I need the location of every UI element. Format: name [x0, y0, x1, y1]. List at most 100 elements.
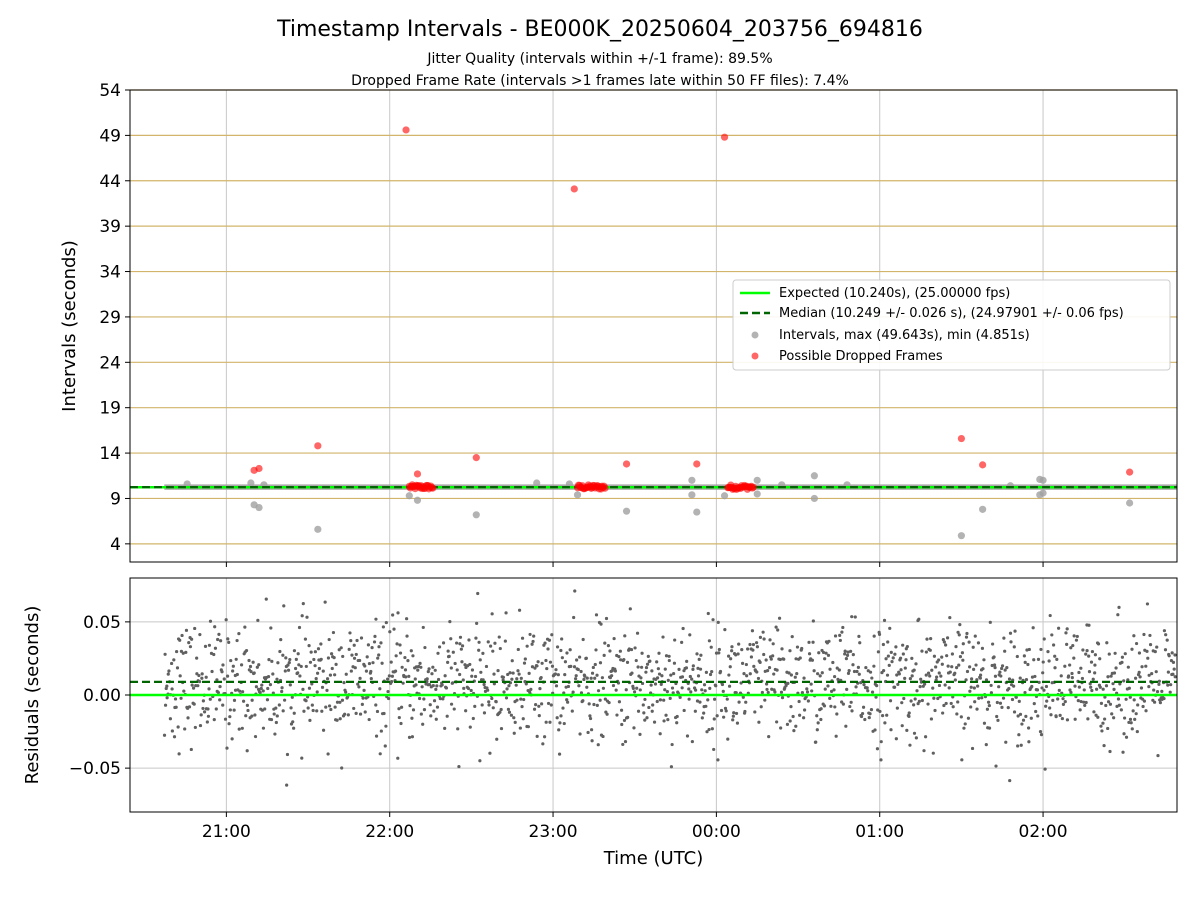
residual-point — [1068, 663, 1072, 667]
residual-point — [1109, 674, 1113, 678]
residual-point — [920, 698, 924, 703]
residual-point — [178, 638, 182, 642]
residual-point — [457, 764, 461, 769]
residual-point — [1160, 689, 1164, 693]
residual-point — [914, 736, 918, 740]
residual-point — [731, 718, 735, 722]
residual-point — [872, 634, 876, 638]
residual-point — [459, 647, 463, 651]
residual-point — [357, 685, 361, 689]
residual-point — [1000, 664, 1005, 668]
residual-point — [875, 684, 879, 688]
residual-point — [239, 663, 244, 667]
residual-point — [278, 649, 282, 654]
interval-point — [413, 496, 422, 504]
residual-point — [281, 709, 285, 713]
residual-point — [858, 641, 862, 645]
residual-point — [730, 649, 734, 653]
residual-point — [966, 716, 971, 720]
residual-point — [814, 740, 818, 744]
residual-point — [288, 657, 292, 662]
residual-point — [525, 644, 529, 648]
residual-point — [912, 703, 916, 707]
residual-point — [560, 656, 564, 660]
residual-point — [962, 726, 966, 730]
residual-point — [416, 668, 420, 672]
residual-point — [621, 742, 625, 747]
residual-point — [372, 640, 377, 644]
residual-point — [1116, 697, 1121, 701]
intervals-y-tick-label: 34 — [99, 263, 121, 283]
residual-point — [305, 615, 309, 619]
residual-point — [499, 726, 504, 731]
residual-point — [516, 669, 520, 673]
residual-point — [516, 647, 520, 652]
residual-point — [902, 696, 906, 701]
residual-point — [622, 657, 626, 662]
residual-point — [811, 619, 815, 623]
residual-point — [670, 686, 675, 690]
residual-point — [924, 735, 928, 739]
residual-point — [1153, 650, 1157, 654]
residual-point — [753, 710, 757, 714]
residual-point — [267, 657, 271, 662]
residual-point — [1008, 631, 1013, 635]
residual-point — [1014, 695, 1018, 699]
residual-point — [705, 730, 709, 734]
residual-point — [1024, 678, 1029, 682]
residual-point — [467, 638, 471, 642]
residual-point — [903, 676, 907, 681]
residual-point — [903, 666, 907, 670]
residual-point — [501, 675, 506, 679]
residual-point — [176, 725, 180, 729]
residual-point — [833, 634, 838, 638]
residual-point — [891, 656, 895, 660]
residual-point — [661, 635, 665, 639]
residual-point — [1134, 712, 1138, 716]
x-axis-label: Time (UTC) — [603, 848, 704, 869]
dropped-frame-point — [472, 454, 480, 462]
residual-point — [977, 696, 981, 700]
residual-point — [776, 628, 780, 632]
residual-point — [477, 648, 481, 652]
residual-point — [716, 620, 720, 624]
residual-point — [200, 676, 204, 680]
dropped-frame-point — [957, 434, 965, 443]
residual-point — [448, 620, 452, 624]
residual-point — [607, 700, 611, 705]
dropped-frame-point — [413, 470, 422, 478]
residual-point — [1091, 677, 1095, 681]
interval-point — [979, 505, 987, 513]
residual-point — [619, 658, 623, 662]
residual-point — [884, 657, 888, 661]
residual-point — [629, 647, 634, 652]
residual-point — [1033, 674, 1037, 679]
residual-point — [864, 665, 868, 670]
residual-point — [706, 611, 710, 616]
residual-point — [658, 698, 663, 702]
residual-point — [608, 649, 612, 653]
residual-point — [1015, 654, 1019, 659]
residual-point — [299, 664, 303, 669]
residual-point — [725, 697, 729, 701]
residual-point — [1098, 685, 1102, 689]
residual-point — [340, 766, 344, 770]
residual-point — [581, 699, 585, 703]
residual-point — [872, 664, 876, 668]
residual-point — [950, 652, 955, 656]
interval-point — [720, 492, 729, 500]
residual-point — [201, 706, 205, 711]
residual-point — [812, 669, 816, 673]
residual-point — [399, 721, 403, 726]
dropped-frame-point — [601, 484, 609, 492]
residual-point — [649, 683, 653, 687]
residual-point — [717, 647, 721, 652]
residual-point — [681, 626, 685, 631]
residual-point — [1026, 726, 1031, 730]
residual-point — [193, 626, 197, 631]
residual-point — [895, 673, 899, 677]
residual-point — [860, 711, 865, 716]
residual-point — [1071, 643, 1075, 648]
residual-point — [881, 642, 885, 647]
